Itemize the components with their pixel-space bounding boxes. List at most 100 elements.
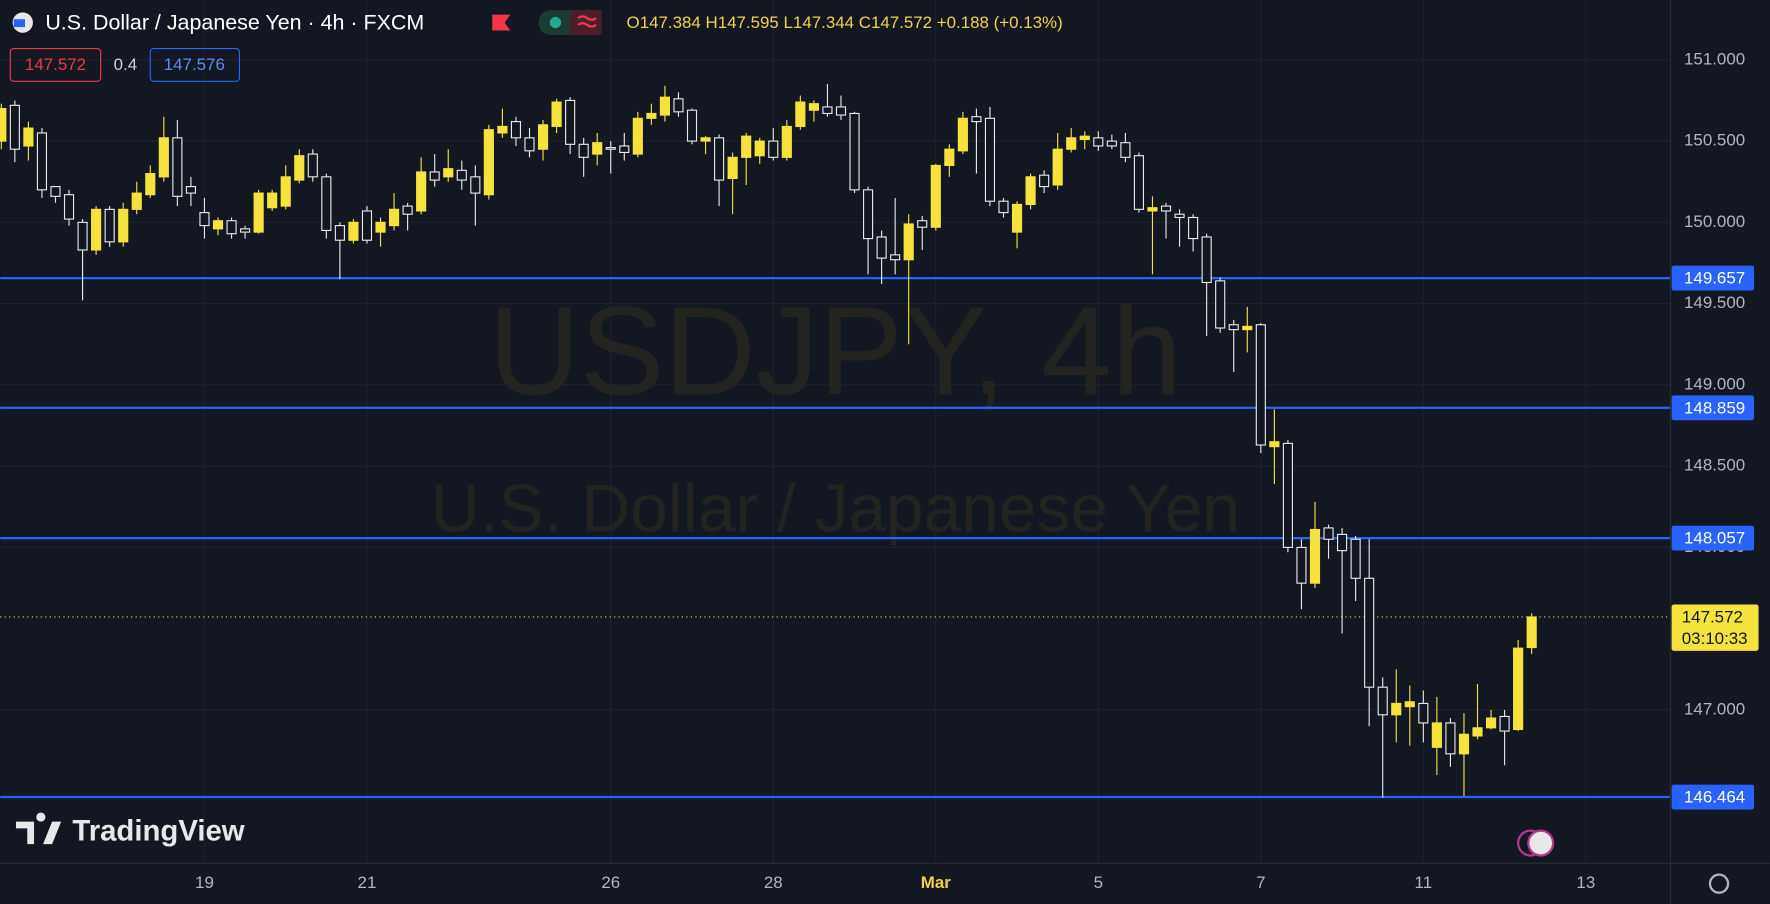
x-tick-label: 26	[601, 873, 620, 892]
candle-body	[212, 220, 224, 230]
candle-body	[862, 189, 874, 240]
candle-body	[1201, 236, 1212, 284]
candle-body	[727, 156, 738, 180]
level-label-box	[1671, 525, 1755, 551]
candle-body	[375, 221, 386, 233]
candle-body	[1066, 137, 1077, 150]
candle-body	[632, 117, 643, 155]
candle-body	[1188, 216, 1199, 240]
flag-icon[interactable]	[492, 14, 511, 31]
candle-body	[1499, 715, 1510, 732]
candle-body	[822, 106, 833, 115]
toggle-dot	[549, 16, 562, 29]
candle-body	[917, 220, 928, 228]
candle-body	[1377, 686, 1388, 716]
candle-body	[388, 208, 400, 227]
candle-body	[1513, 647, 1524, 731]
candle-body	[957, 117, 968, 152]
candle-body	[781, 125, 792, 158]
candle-body	[91, 208, 102, 251]
candle-body	[1120, 142, 1131, 158]
candle-body	[1039, 174, 1050, 188]
candle-body	[307, 153, 318, 178]
candle-body	[619, 145, 630, 154]
candle-body	[1323, 527, 1334, 540]
candle-body	[984, 117, 996, 202]
candle-body	[1160, 205, 1172, 212]
candle-body	[416, 171, 427, 212]
candle-body	[1228, 324, 1239, 331]
candle-body	[199, 212, 210, 227]
candle-body	[1431, 722, 1442, 748]
candle-body	[1391, 702, 1402, 716]
candle-body	[1269, 441, 1280, 448]
toggle-pill-right[interactable]	[570, 10, 602, 35]
event-flag[interactable]	[1527, 829, 1555, 857]
candle-body	[795, 101, 806, 128]
candle-body	[565, 99, 576, 145]
x-tick-label: 7	[1256, 873, 1265, 892]
level-label-box	[1671, 784, 1755, 810]
candle-body	[1106, 140, 1117, 147]
y-tick-label: 147.000	[1684, 699, 1745, 718]
candle-body	[23, 127, 34, 147]
candle-body	[754, 140, 765, 157]
candle-body	[741, 135, 752, 158]
level-label: 146.464	[1684, 788, 1745, 807]
candle-body	[592, 142, 603, 155]
candle-body	[9, 104, 20, 150]
candle-body	[971, 116, 982, 123]
level-label: 149.657	[1684, 269, 1745, 288]
candle-body	[1025, 176, 1036, 206]
candle-body	[1052, 148, 1063, 186]
candle-body	[253, 192, 264, 233]
candle-body	[1309, 528, 1321, 584]
settings-icon[interactable]	[1708, 873, 1730, 894]
bid-price[interactable]: 147.572	[25, 55, 86, 74]
candle-body	[145, 173, 156, 196]
logo-icon	[15, 812, 62, 845]
candle-body	[77, 221, 88, 251]
candle-body	[1133, 155, 1145, 210]
candle-body	[714, 137, 725, 181]
candle-body	[768, 140, 779, 158]
bid-box[interactable]	[9, 47, 102, 82]
candle-body	[456, 169, 467, 181]
y-tick-label: 148.500	[1684, 456, 1745, 475]
candle-body	[944, 148, 955, 167]
candle-body	[1418, 702, 1429, 724]
symbol-title: U.S. Dollar / Japanese Yen · 4h · FXCM	[45, 10, 424, 34]
candles	[0, 84, 1537, 798]
candle-body	[1242, 325, 1253, 331]
y-tick-label: 149.500	[1684, 293, 1745, 312]
candle-body	[1526, 616, 1537, 649]
candle-body	[646, 112, 657, 119]
y-tick-label: 151.000	[1684, 49, 1745, 68]
candle-body	[1472, 727, 1483, 737]
candle-body	[1364, 577, 1375, 688]
ask-box[interactable]	[149, 47, 241, 82]
candle-body	[998, 200, 1009, 214]
last-price-label: 147.572	[1682, 608, 1743, 627]
candle-body	[50, 186, 61, 197]
watermark-name: U.S. Dollar / Japanese Yen	[431, 471, 1240, 546]
x-tick-label: 19	[195, 873, 214, 892]
candle-body	[524, 137, 535, 152]
ask-price[interactable]: 147.576	[164, 55, 225, 74]
candle-body	[578, 143, 589, 158]
candle-body	[903, 223, 914, 261]
x-tick-label: Mar	[921, 873, 951, 892]
spread: 0.4	[114, 55, 138, 74]
candle-body	[1011, 203, 1023, 233]
candle-body	[1445, 722, 1456, 755]
candle-body	[294, 155, 305, 181]
candle-body	[497, 125, 508, 134]
countdown-label: 03:10:33	[1682, 629, 1748, 648]
watermark-symbol: USDJPY, 4h	[489, 281, 1182, 422]
candle-body	[876, 236, 887, 259]
candle-body	[429, 171, 440, 181]
candle-body	[0, 108, 7, 142]
candle-body	[226, 220, 237, 235]
